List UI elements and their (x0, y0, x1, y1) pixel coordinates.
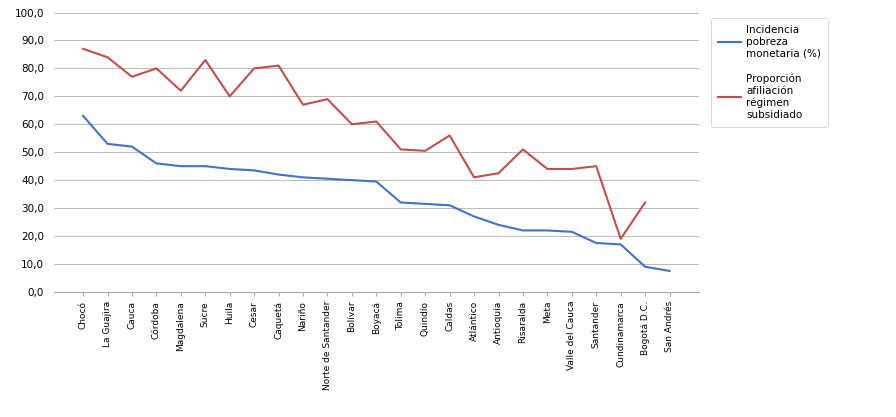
Legend: Incidencia
pobreza
monetaria (%), Proporción
afiliación
régimen
subsidiado: Incidencia pobreza monetaria (%), Propor… (711, 18, 828, 127)
